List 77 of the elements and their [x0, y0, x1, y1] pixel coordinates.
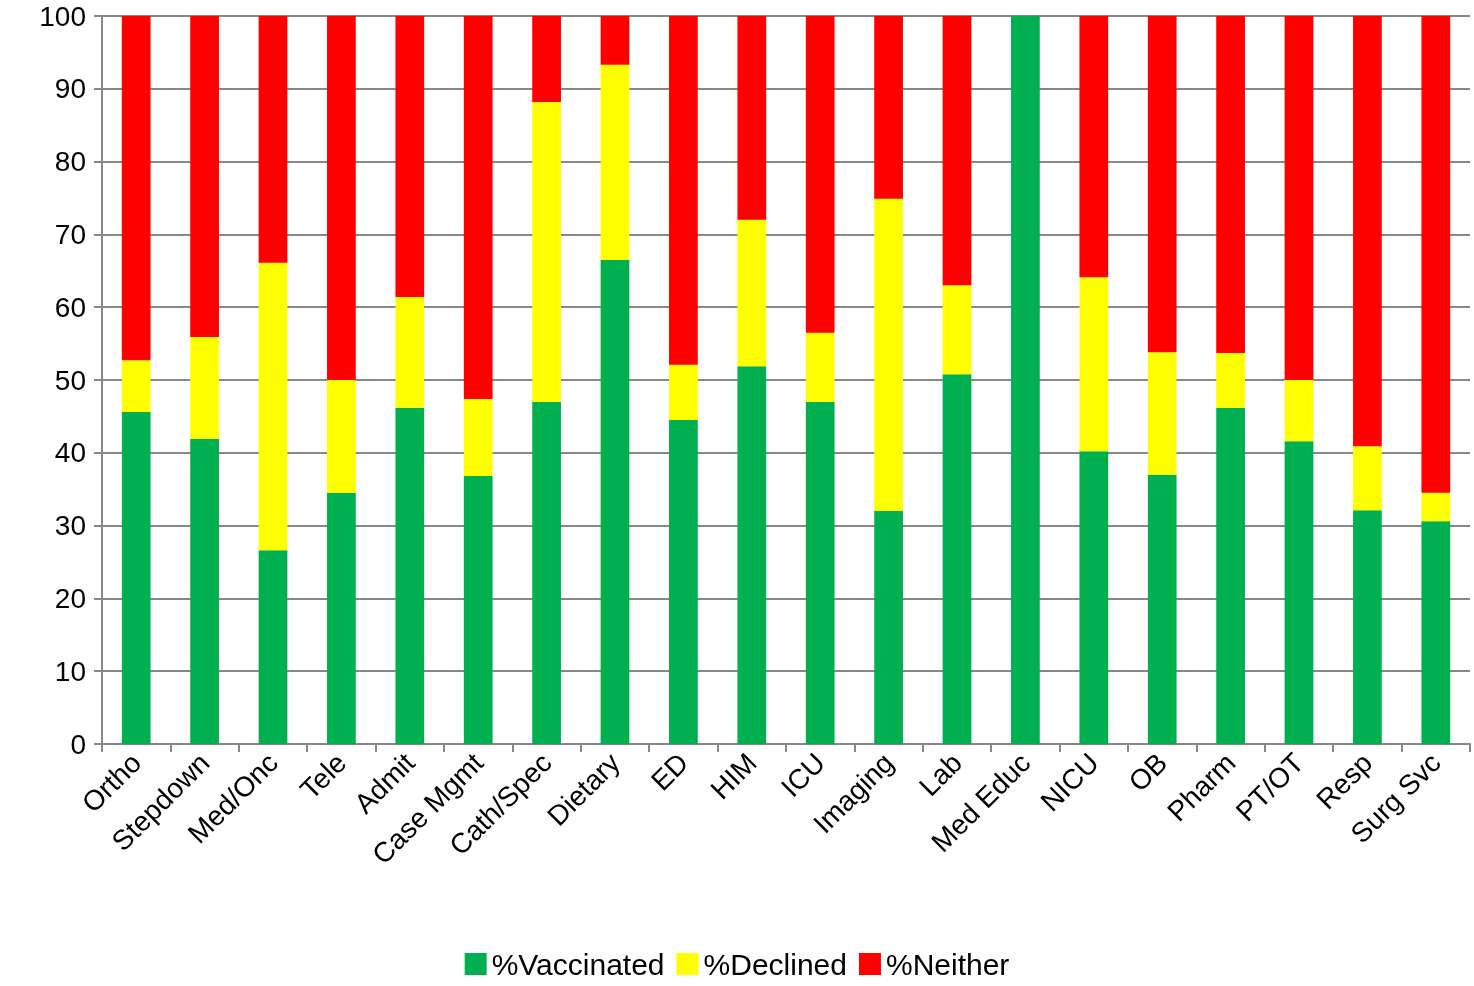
bar: [395, 16, 425, 298]
bar: [258, 16, 288, 263]
bar: [327, 380, 356, 493]
bar: [532, 401, 561, 744]
bar: [942, 285, 972, 375]
bar: [395, 407, 425, 744]
y-tick-label: 100: [39, 0, 86, 32]
bar: [1284, 441, 1314, 744]
bar: [1421, 16, 1451, 493]
bar: [258, 550, 288, 744]
bar: [1147, 474, 1177, 744]
bar: [1284, 380, 1314, 442]
y-tick-label: 60: [54, 291, 86, 323]
bar: [1079, 16, 1109, 278]
bar: [600, 259, 630, 744]
bar: [669, 364, 698, 421]
bar: [1147, 352, 1177, 475]
y-tick-label: 70: [54, 218, 86, 250]
bar: [1216, 16, 1245, 354]
bar: [463, 398, 493, 477]
bar: [737, 219, 767, 367]
y-tick-label: 80: [54, 146, 86, 178]
x-tick-label: ED: [644, 747, 695, 797]
x-tick-label: Tele: [294, 747, 353, 806]
bar: [874, 16, 903, 199]
bar: [600, 64, 630, 260]
bar: [121, 412, 151, 744]
bar: [1216, 407, 1245, 744]
legend-label: %Declined: [703, 947, 847, 981]
bar: [737, 16, 767, 220]
y-tick-label: 30: [54, 510, 86, 542]
bar: [737, 366, 767, 744]
bar: [942, 374, 972, 744]
bar: [669, 16, 698, 365]
legend-label: %Neither: [885, 947, 1010, 981]
bar: [532, 16, 561, 102]
y-tick-label: 10: [54, 655, 86, 687]
bar: [190, 16, 219, 338]
bar: [327, 492, 356, 744]
bar: [1216, 353, 1245, 408]
x-tick-label: OB: [1122, 747, 1174, 798]
bar: [395, 297, 425, 408]
bar: [1011, 16, 1040, 744]
bar: [1284, 16, 1314, 380]
bar: [121, 16, 151, 361]
bar: [532, 101, 561, 402]
bar: [190, 337, 219, 439]
bar: [463, 476, 493, 744]
bar: [1353, 510, 1382, 744]
bar: [805, 401, 835, 744]
bar: [1353, 446, 1382, 511]
y-tick-label: 40: [54, 437, 86, 469]
bar: [258, 262, 288, 551]
bar: [1079, 277, 1109, 452]
x-tick-label: Lab: [913, 747, 968, 802]
y-tick-label: 90: [54, 73, 86, 105]
bar: [190, 438, 219, 744]
bar: [874, 511, 903, 744]
bar: [1421, 492, 1451, 522]
bar: [463, 16, 493, 399]
bar: [669, 420, 698, 744]
y-tick-label: 0: [70, 728, 86, 760]
bar: [1147, 16, 1177, 353]
bar: [1079, 451, 1109, 744]
y-tick-label: 50: [54, 364, 86, 396]
x-tick-label: HIM: [704, 747, 763, 806]
legend-label: %Vaccinated: [491, 947, 665, 981]
bar: [874, 198, 903, 512]
bar: [1353, 16, 1382, 447]
bar: [121, 360, 151, 413]
bar: [1421, 521, 1451, 744]
bar: [805, 332, 835, 402]
bar: [805, 16, 835, 333]
bar: [942, 16, 972, 286]
bar: [327, 16, 356, 380]
y-tick-label: 20: [54, 582, 86, 614]
bar: [600, 16, 630, 65]
